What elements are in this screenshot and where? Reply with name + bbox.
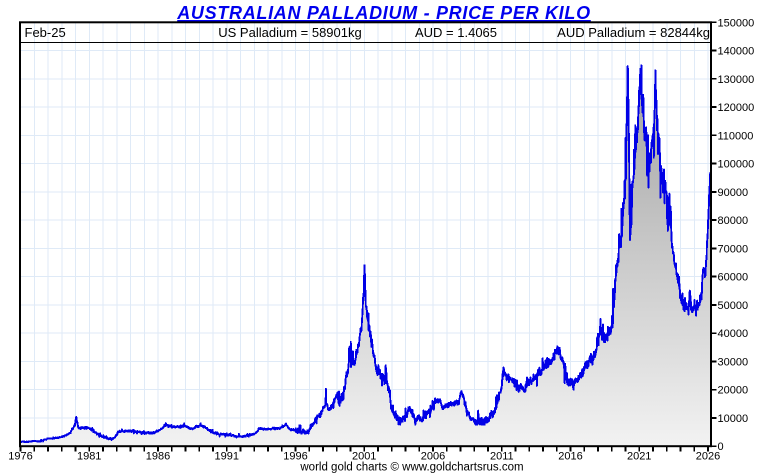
svg-text:2021: 2021 <box>627 451 651 463</box>
svg-text:90000: 90000 <box>718 187 749 199</box>
svg-text:130000: 130000 <box>718 74 755 86</box>
svg-text:140000: 140000 <box>718 46 755 58</box>
svg-text:120000: 120000 <box>718 102 755 114</box>
svg-text:10000: 10000 <box>718 413 749 425</box>
svg-text:110000: 110000 <box>718 130 754 142</box>
svg-text:1996: 1996 <box>283 451 307 463</box>
svg-text:2001: 2001 <box>352 451 376 463</box>
svg-text:AUD Palladium = 82844kg: AUD Palladium = 82844kg <box>557 25 710 40</box>
svg-text:AUD = 1.4065: AUD = 1.4065 <box>415 25 497 40</box>
svg-text:1976: 1976 <box>8 451 32 463</box>
svg-text:2026: 2026 <box>696 451 720 463</box>
svg-text:Feb-25: Feb-25 <box>25 25 66 40</box>
svg-text:2011: 2011 <box>490 451 514 463</box>
svg-text:70000: 70000 <box>718 243 749 255</box>
svg-text:1986: 1986 <box>146 451 170 463</box>
svg-text:US Palladium = 58901kg: US Palladium = 58901kg <box>218 25 361 40</box>
svg-text:80000: 80000 <box>718 215 749 227</box>
svg-text:2016: 2016 <box>558 451 582 463</box>
svg-text:1991: 1991 <box>215 451 239 463</box>
svg-text:world gold charts © www.goldch: world gold charts © www.goldchartsrus.co… <box>299 462 523 474</box>
svg-text:1981: 1981 <box>77 451 101 463</box>
svg-text:AUSTRALIAN PALLADIUM - PRICE P: AUSTRALIAN PALLADIUM - PRICE PER KILO <box>176 3 591 23</box>
svg-text:150000: 150000 <box>718 17 755 29</box>
svg-text:30000: 30000 <box>718 356 749 368</box>
svg-text:40000: 40000 <box>718 328 749 340</box>
svg-text:50000: 50000 <box>718 300 749 312</box>
svg-text:0: 0 <box>718 441 724 453</box>
svg-text:60000: 60000 <box>718 272 749 284</box>
svg-text:100000: 100000 <box>718 159 755 171</box>
svg-text:2006: 2006 <box>421 451 445 463</box>
svg-text:20000: 20000 <box>718 385 749 397</box>
